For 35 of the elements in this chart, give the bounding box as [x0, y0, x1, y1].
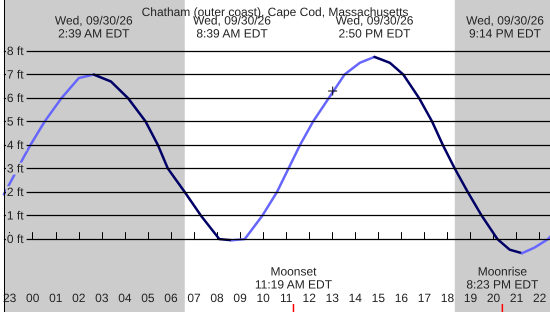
y-tick-label: 6 ft [6, 91, 24, 106]
x-tick-label: 09 [233, 291, 248, 305]
x-tick-label: 07 [187, 291, 201, 305]
x-tick-label: 01 [49, 291, 63, 305]
ref-line-label: Moonset 11:19 AM EDT [254, 264, 333, 292]
annotation: Wed, 09/30/26 9:14 PM EDT [466, 14, 544, 40]
annotation: Wed, 09/30/26 2:39 AM EDT [54, 14, 134, 40]
x-tick-label: 19 [464, 291, 478, 305]
x-tick-label: 11 [280, 291, 293, 305]
y-tick-label: 4 ft [6, 138, 24, 152]
y-tick-label: 1 ft [6, 208, 24, 223]
x-tick-label: 17 [418, 291, 432, 305]
x-tick-label: 22 [532, 291, 547, 305]
x-tick-label: 05 [141, 291, 155, 305]
x-tick-label: 12 [302, 291, 316, 305]
x-tick-label: 18 [440, 291, 454, 305]
x-tick-label: 20 [486, 291, 501, 305]
x-tick-label: 13 [326, 291, 340, 305]
ref-line-label: Moonrise 8:23 PM EDT [466, 264, 540, 292]
x-tick-label: 02 [72, 291, 86, 305]
x-tick-label: 04 [118, 291, 132, 305]
x-tick-label: 15 [372, 291, 386, 305]
x-tick-label: 06 [164, 291, 178, 305]
y-tick-label: 7 ft [6, 68, 24, 82]
x-tick-label: 10 [256, 291, 270, 305]
x-tick-label: 08 [210, 291, 224, 305]
y-tick-label: 5 ft [6, 114, 24, 129]
x-tick-label: 03 [95, 291, 109, 305]
x-tick-label: 21 [510, 291, 524, 305]
x-tick-label: 00 [26, 291, 40, 305]
y-tick-label: 8 ft [6, 44, 24, 58]
x-tick-label: 16 [394, 291, 408, 305]
y-tick-label: 0 ft [6, 232, 24, 246]
x-tick-label: 14 [348, 291, 362, 305]
y-tick-label: 2 ft [6, 185, 24, 200]
